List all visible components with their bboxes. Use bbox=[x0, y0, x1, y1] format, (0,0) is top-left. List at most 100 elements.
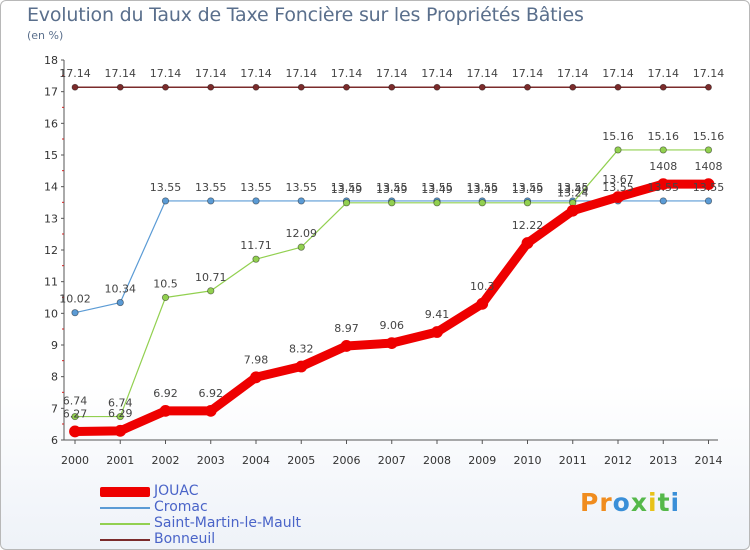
data-point-jouac bbox=[657, 178, 670, 191]
data-label-jouac: 7.98 bbox=[244, 353, 269, 366]
x-tick-label: 2006 bbox=[333, 454, 361, 467]
data-point-saint-martin bbox=[297, 243, 305, 251]
data-point-jouac bbox=[204, 404, 217, 417]
data-point-saint-martin bbox=[704, 146, 713, 154]
data-point-cromac bbox=[297, 197, 305, 205]
legend-label-jouac: JOUAC bbox=[154, 483, 199, 499]
data-point-bonneuil bbox=[433, 83, 441, 91]
data-label-saint-martin: 10.71 bbox=[195, 271, 227, 284]
data-label-bonneuil: 17.14 bbox=[602, 67, 634, 80]
y-tick-label: 8 bbox=[51, 371, 58, 384]
data-point-cromac bbox=[659, 197, 667, 205]
data-point-cromac bbox=[161, 197, 170, 205]
data-point-bonneuil bbox=[705, 83, 712, 91]
data-point-bonneuil bbox=[614, 83, 622, 91]
data-label-cromac: 13.55 bbox=[512, 181, 544, 194]
x-tick-label: 2008 bbox=[423, 454, 451, 467]
data-label-saint-martin: 6.74 bbox=[63, 395, 88, 408]
data-point-jouac bbox=[295, 360, 308, 373]
data-point-bonneuil bbox=[524, 83, 531, 91]
legend-label-cromac: Cromac bbox=[154, 499, 208, 515]
legend-label-saint-martin: Saint-Martin-le-Mault bbox=[154, 515, 301, 531]
data-label-saint-martin: 13.49 bbox=[512, 183, 544, 196]
data-label-layer: 17.14 17.14 17.14 17.14 17.14 17.14 17.14 17.14… bbox=[59, 67, 724, 420]
data-point-saint-martin bbox=[614, 146, 622, 154]
data-point-bonneuil bbox=[116, 83, 124, 91]
data-label-saint-martin: 10.5 bbox=[153, 278, 178, 291]
data-point-bonneuil bbox=[207, 83, 215, 91]
data-point-saint-martin bbox=[252, 255, 260, 263]
data-label-jouac: 8.32 bbox=[289, 343, 314, 356]
legend-label-bonneuil: Bonneuil bbox=[154, 531, 216, 547]
data-label-jouac: 1408 bbox=[649, 160, 677, 173]
x-tick-label: 2012 bbox=[604, 454, 632, 467]
series-layer bbox=[69, 83, 715, 438]
data-label-saint-martin: 13.49 bbox=[467, 183, 499, 196]
data-label-jouac: 6.92 bbox=[153, 387, 178, 400]
data-label-jouac: 1408 bbox=[695, 160, 723, 173]
data-label-cromac: 10.02 bbox=[59, 293, 91, 306]
data-label-cromac: 13.55 bbox=[602, 181, 634, 194]
data-label-bonneuil: 17.14 bbox=[376, 67, 408, 80]
data-label-bonneuil: 17.14 bbox=[693, 67, 725, 80]
data-point-cromac bbox=[207, 197, 215, 205]
x-tick-label: 2005 bbox=[287, 454, 315, 467]
data-label-saint-martin: 15.16 bbox=[602, 130, 634, 143]
legend-swatch-cromac bbox=[100, 507, 150, 509]
data-label-cromac: 13.55 bbox=[467, 181, 499, 194]
data-point-bonneuil bbox=[297, 83, 305, 91]
data-point-bonneuil bbox=[252, 83, 260, 91]
y-tick-label: 9 bbox=[51, 339, 58, 352]
x-tick-label: 2011 bbox=[559, 454, 587, 467]
data-label-cromac: 13.55 bbox=[195, 181, 227, 194]
data-label-cromac: 13.55 bbox=[240, 181, 272, 194]
data-point-cromac bbox=[704, 197, 713, 205]
data-point-bonneuil bbox=[71, 83, 79, 91]
legend-swatch-jouac bbox=[100, 487, 150, 497]
y-tick-label: 13 bbox=[44, 212, 58, 225]
data-point-jouac bbox=[612, 191, 624, 204]
y-tick-label: 12 bbox=[44, 244, 58, 257]
data-label-jouac: 12.22 bbox=[512, 219, 544, 232]
data-point-jouac bbox=[702, 178, 715, 191]
x-tick-label: 2010 bbox=[514, 454, 542, 467]
data-label-bonneuil: 17.14 bbox=[512, 67, 544, 80]
data-label-bonneuil: 17.14 bbox=[331, 67, 363, 80]
x-tick-label: 2004 bbox=[242, 454, 270, 467]
data-point-cromac bbox=[252, 197, 260, 205]
chart-title: Evolution du Taux de Taxe Foncière sur l… bbox=[27, 4, 584, 26]
data-point-cromac bbox=[71, 309, 79, 317]
data-point-jouac bbox=[159, 404, 172, 417]
data-label-bonneuil: 17.14 bbox=[150, 67, 182, 80]
data-label-bonneuil: 17.14 bbox=[59, 67, 91, 80]
data-label-cromac: 13.55 bbox=[376, 181, 408, 194]
data-point-jouac bbox=[431, 326, 443, 338]
data-point-saint-martin bbox=[523, 199, 532, 207]
proxiti-logo: Proxiti bbox=[580, 488, 681, 517]
data-label-cromac: 13.55 bbox=[286, 181, 318, 194]
data-label-cromac: 13.55 bbox=[693, 181, 725, 194]
data-label-jouac: 9.06 bbox=[380, 319, 405, 332]
data-point-saint-martin bbox=[388, 199, 396, 207]
data-label-saint-martin: 13.49 bbox=[557, 183, 589, 196]
data-point-jouac bbox=[340, 340, 353, 352]
x-tick-label: 2014 bbox=[695, 454, 723, 467]
data-label-jouac: 13.67 bbox=[602, 173, 634, 186]
x-tick-label: 2000 bbox=[61, 454, 89, 467]
series-line-cromac bbox=[74, 200, 710, 314]
data-label-saint-martin: 12.09 bbox=[286, 227, 318, 240]
data-point-saint-martin bbox=[161, 293, 170, 302]
data-label-bonneuil: 17.14 bbox=[240, 67, 272, 80]
legend-swatch-saint-martin bbox=[100, 523, 150, 525]
data-point-jouac bbox=[566, 204, 579, 217]
data-point-bonneuil bbox=[569, 83, 577, 91]
data-label-saint-martin: 15.16 bbox=[648, 130, 680, 143]
data-point-bonneuil bbox=[343, 83, 350, 91]
data-point-jouac bbox=[521, 237, 534, 249]
y-tick-label: 11 bbox=[44, 276, 58, 289]
y-tick-label: 17 bbox=[44, 86, 58, 99]
data-label-cromac: 13.55 bbox=[150, 181, 182, 194]
data-point-saint-martin bbox=[433, 199, 441, 207]
